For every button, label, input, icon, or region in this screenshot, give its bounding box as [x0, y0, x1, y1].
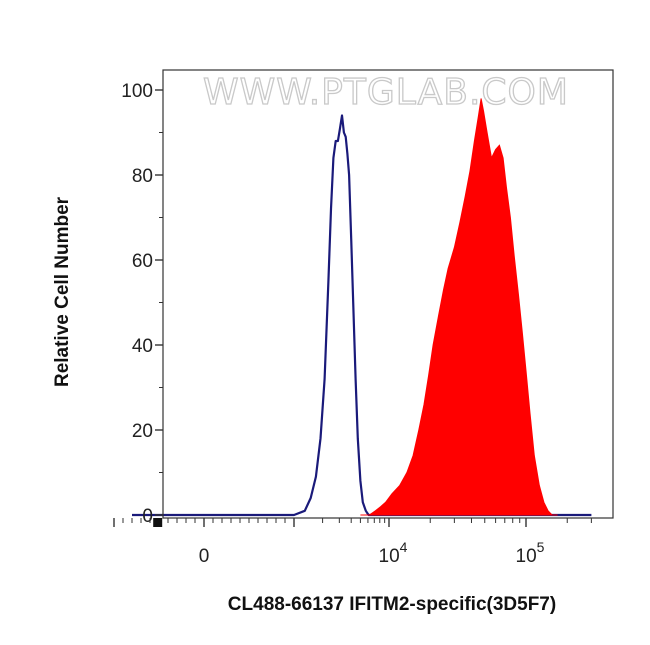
- y-tick-label-100: 100: [121, 81, 153, 102]
- x-tick-label: 104: [379, 539, 408, 567]
- y-tick-label-20: 20: [132, 421, 153, 442]
- x-axis: 0 104 105: [113, 518, 592, 567]
- y-tick-label-0: 0: [142, 506, 153, 527]
- plot-border: [162, 69, 614, 519]
- x-tick-label-base: 0: [199, 546, 210, 567]
- x-tick-label: 0: [199, 546, 210, 567]
- x-axis-title: CL488-66137 IFITM2-specific(3D5F7): [228, 594, 556, 615]
- x-tick-label-exponent: 5: [537, 539, 545, 555]
- y-tick-label-60: 60: [132, 251, 153, 272]
- x-tick-label-base: 10: [379, 546, 400, 567]
- x-tick-label-exponent: 4: [400, 539, 408, 555]
- x-axis-dense-ticks: [153, 518, 163, 527]
- y-axis: 0 20 40 60 80 100: [121, 81, 163, 527]
- series-2-filled-histogram: [360, 98, 558, 516]
- watermark-text: WWW.PTGLAB.COM: [203, 72, 569, 113]
- plot-frame: [162, 69, 614, 519]
- x-tick-label: 105: [516, 539, 545, 567]
- plot-area: [132, 98, 592, 517]
- y-tick-label-80: 80: [132, 166, 153, 187]
- y-tick-label-40: 40: [132, 336, 153, 357]
- x-tick-label-base: 10: [516, 546, 537, 567]
- y-axis-title: Relative Cell Number: [52, 196, 73, 387]
